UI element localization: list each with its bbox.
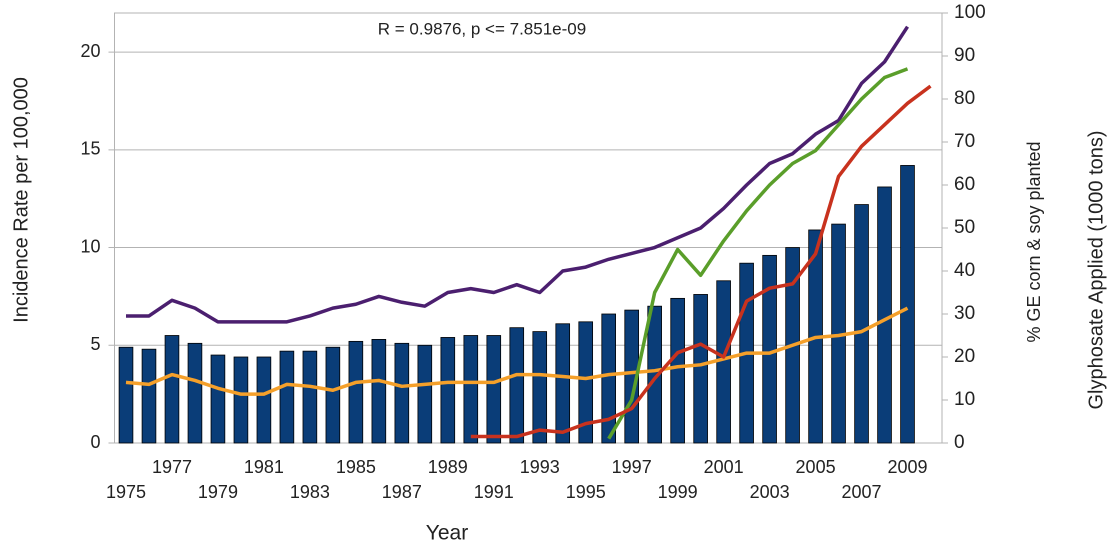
y2-tick-label: 10 [954, 389, 975, 410]
y-tick-label: 0 [90, 432, 100, 452]
x-tick-label: 1983 [290, 482, 330, 502]
y-axis-label: Incidence Rate per 100,000 [10, 77, 32, 323]
bar [371, 339, 387, 444]
bar [509, 327, 525, 444]
x-tick-label: 1985 [336, 457, 376, 477]
x-tick-label: 2005 [796, 457, 836, 477]
line [125, 306, 909, 396]
bar [486, 335, 502, 444]
bar [440, 337, 456, 444]
y2-axis-label: Glyphosate Applied (1000 tons) [1085, 130, 1107, 409]
y2-tick-label: 70 [954, 131, 975, 152]
bar [118, 346, 134, 444]
y2-axis-label: % GE corn & soy planted [1024, 141, 1044, 342]
y-tick-label: 10 [80, 236, 100, 256]
x-tick-label: 1987 [382, 482, 422, 502]
y2-tick-label: 0 [954, 432, 965, 453]
y-tick-label: 20 [80, 41, 100, 61]
x-tick-label: 1999 [658, 482, 698, 502]
x-tick-label: 1995 [566, 482, 606, 502]
x-tick-label: 1989 [428, 457, 468, 477]
bar [164, 335, 180, 444]
bar [693, 294, 708, 444]
bar [417, 344, 433, 444]
bar [302, 350, 318, 444]
bar [210, 354, 226, 444]
bar [348, 340, 364, 444]
bar [900, 165, 915, 444]
bar [877, 186, 892, 444]
bar [279, 350, 295, 444]
bar [555, 323, 571, 444]
bar [463, 335, 479, 444]
bar [601, 313, 616, 444]
x-tick-label: 2007 [842, 482, 882, 502]
x-tick-label: 1981 [244, 457, 284, 477]
line [607, 67, 909, 440]
x-tick-label: 2003 [750, 482, 790, 502]
bar [325, 346, 341, 444]
x-tick-label: 1991 [474, 482, 514, 502]
x-tick-label: 1977 [152, 457, 192, 477]
y2-tick-label: 90 [954, 45, 975, 66]
line [125, 25, 909, 324]
bar [532, 331, 548, 444]
x-tick-label: 1997 [612, 457, 652, 477]
x-axis-label: Year [426, 522, 468, 545]
x-tick-label: 1979 [198, 482, 238, 502]
y2-tick-label: 20 [954, 346, 975, 367]
bar [394, 342, 410, 444]
y-tick-label: 5 [90, 334, 100, 354]
bar [762, 254, 777, 444]
y2-tick-label: 100 [954, 2, 986, 23]
line [470, 84, 932, 439]
y2-tick-label: 80 [954, 88, 975, 109]
bar [256, 356, 272, 444]
bar [187, 342, 203, 444]
y2-tick-label: 30 [954, 303, 975, 324]
y-tick-label: 15 [80, 139, 100, 159]
y2-tick-label: 60 [954, 174, 975, 195]
bar [233, 356, 249, 444]
x-tick-label: 1975 [106, 482, 146, 502]
bar [670, 297, 685, 444]
bar [141, 348, 157, 444]
bar [854, 204, 869, 444]
y2-tick-label: 50 [954, 217, 975, 238]
x-tick-label: 2009 [887, 457, 927, 477]
annotation: R = 0.9876, p <= 7.851e-09 [378, 19, 586, 38]
bar [578, 321, 594, 444]
y2-tick-label: 40 [954, 260, 975, 281]
x-tick-label: 2001 [704, 457, 744, 477]
x-tick-label: 1993 [520, 457, 560, 477]
bar [647, 305, 662, 444]
